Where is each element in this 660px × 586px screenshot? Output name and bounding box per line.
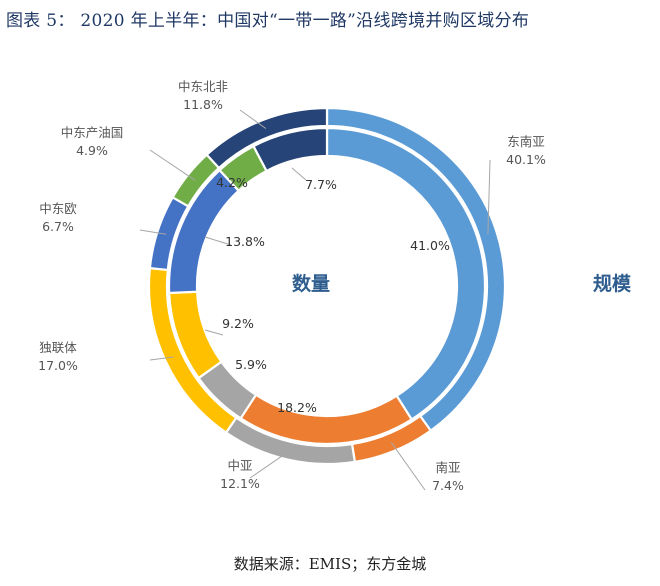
- leader-line-6: [149, 149, 196, 181]
- inner-ring-count: [167, 126, 487, 446]
- outer-value-label-5: 6.7%: [42, 219, 74, 234]
- leader-line-3: [249, 450, 290, 479]
- inner-leader-line-5: [204, 236, 232, 246]
- inner-leader-line-4: [204, 329, 224, 336]
- inner-value-label-4: 9.2%: [222, 316, 254, 331]
- inner-value-label-1: 41.0%: [410, 238, 450, 253]
- outer-value-label-7: 11.8%: [183, 97, 223, 112]
- outer-category-label-2: 南亚: [435, 460, 460, 475]
- outer-value-label-2: 7.4%: [432, 478, 464, 493]
- inner-value-label-2: 18.2%: [277, 400, 317, 415]
- leader-lines: [139, 109, 491, 491]
- outer-ring-scale: [147, 106, 507, 466]
- outer-value-label-6: 4.9%: [76, 143, 108, 158]
- outer-value-label-1: 40.1%: [506, 152, 546, 167]
- outer-ring-name: 规模: [593, 272, 632, 295]
- inner-value-label-5: 13.8%: [225, 234, 265, 249]
- outer-category-label-5: 中东欧: [39, 201, 77, 216]
- inner-ring-name: 数量: [292, 272, 330, 295]
- leader-line-7: [239, 109, 267, 129]
- outer-ring-labels: 东南亚 40.1% 南亚 7.4% 中亚 12.1% 独联体 17.0% 中东欧 6.7% 中东产油…: [38, 79, 546, 493]
- outer-slice-7: [205, 106, 329, 170]
- inner-value-label-3: 5.9%: [235, 357, 267, 372]
- outer-category-label-3: 中亚: [227, 458, 252, 473]
- inner-leader-line-7: [291, 167, 307, 181]
- figure-title: 图表 5： 2020 年上半年：中国对“一带一路”沿线跨境并购区域分布: [6, 11, 530, 31]
- inner-ring-labels: 41.0% 18.2% 5.9% 9.2% 13.8% 4.2% 7.7%: [204, 167, 450, 415]
- outer-category-label-4: 独联体: [39, 340, 77, 355]
- leader-line-2: [390, 442, 426, 491]
- outer-value-label-4: 17.0%: [38, 358, 78, 373]
- outer-value-label-3: 12.1%: [220, 476, 260, 491]
- source-note: 数据来源：EMIS；东方金城: [233, 555, 427, 573]
- outer-category-label-7: 中东北非: [178, 79, 228, 94]
- outer-category-label-6: 中东产油国: [61, 125, 124, 140]
- outer-category-label-1: 东南亚: [507, 134, 545, 149]
- leader-line-5: [139, 229, 167, 235]
- inner-value-label-7: 7.7%: [305, 177, 337, 192]
- inner-value-label-6: 4.2%: [216, 175, 248, 190]
- leader-line-1: [487, 159, 491, 235]
- leader-line-4: [149, 356, 174, 361]
- inner-slice-7: [252, 126, 329, 173]
